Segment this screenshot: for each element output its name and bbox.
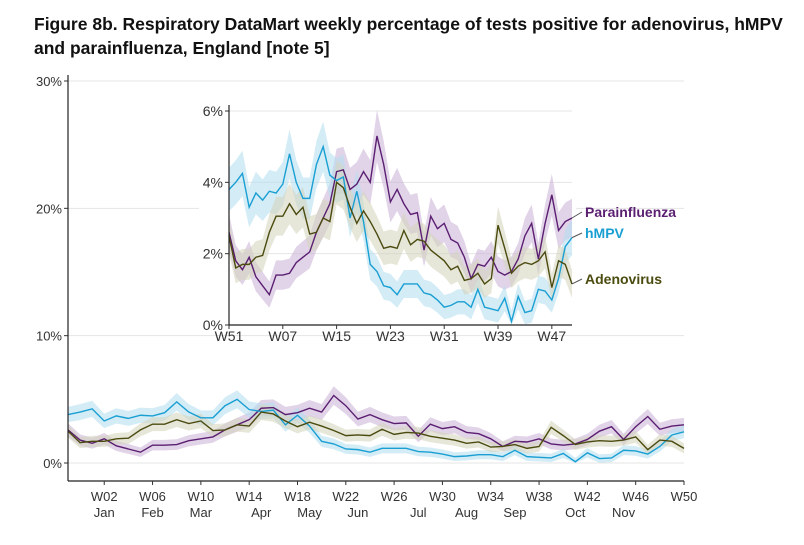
main-line-parainfluenza: [67, 394, 685, 453]
inset-ci-band-adenovirus: [229, 160, 572, 302]
main-y-tick-label: 20%: [36, 201, 62, 216]
month-label: Nov: [612, 505, 636, 520]
legend-leader-adenovirus: [571, 278, 583, 285]
main-x-tick-label: W14: [236, 489, 263, 504]
main-x-tick-label: W10: [187, 489, 214, 504]
month-label: May: [297, 505, 322, 520]
month-label: Oct: [565, 505, 586, 520]
inset-ci-band-parainfluenza: [229, 110, 572, 308]
main-x-tick-label: W42: [574, 489, 601, 504]
main-x-tick-label: W26: [381, 489, 408, 504]
main-ci-band-parainfluenza: [68, 386, 684, 457]
legend-leader-parainfluenza: [571, 211, 583, 219]
main-y-tick-label: 10%: [36, 329, 62, 344]
month-label: Mar: [190, 505, 213, 520]
main-y-tick-label: 30%: [36, 74, 62, 89]
inset-x-tick-label: W31: [430, 328, 459, 344]
inset-line-adenovirus: [228, 181, 573, 288]
inset-x-tick-label: W23: [376, 328, 405, 344]
legend-label-hmpv: hMPV: [585, 225, 625, 241]
inset-y-tick-label: 4%: [203, 174, 223, 190]
main-x-tick-label: W18: [284, 489, 311, 504]
inset-x-tick-label: W15: [322, 328, 351, 344]
main-x-tick-label: W06: [139, 489, 166, 504]
main-x-tick-label: W02: [91, 489, 118, 504]
main-x-tick-label: W38: [526, 489, 553, 504]
main-x-tick-label: W22: [332, 489, 359, 504]
inset-x-tick-label: W07: [268, 328, 297, 344]
month-label: Jul: [410, 505, 427, 520]
main-line-adenovirus: [67, 411, 685, 451]
inset-y-tick-label: 6%: [203, 103, 223, 119]
main-x-tick-label: W46: [622, 489, 649, 504]
legend-label-parainfluenza: Parainfluenza: [585, 204, 676, 220]
main-line-hmpv: [67, 398, 685, 463]
month-label: Feb: [141, 505, 163, 520]
chart-title: Figure 8b. Respiratory DataMart weekly p…: [34, 14, 783, 58]
inset-plot: 0% 2% 4% 6% W51 W07 W15 W23 W31 W39 W47 Parainfluen…: [199, 103, 676, 344]
month-label: Sep: [503, 505, 526, 520]
inset-line-parainfluenza: [228, 135, 573, 297]
legend-leader-hmpv: [571, 232, 583, 239]
inset-x-tick-label: W47: [537, 328, 566, 344]
inset-x-tick-label: W39: [484, 328, 513, 344]
month-label: Aug: [455, 505, 478, 520]
main-x-tick-label: W30: [429, 489, 456, 504]
month-label: Jan: [94, 505, 115, 520]
inset-line-hmpv: [228, 144, 573, 325]
legend-label-adenovirus: Adenovirus: [585, 271, 662, 287]
main-x-tick-label: W50: [671, 489, 698, 504]
main-ci-band-adenovirus: [68, 404, 684, 455]
main-y-tick-label: 0%: [43, 456, 62, 471]
inset-x-tick-label: W51: [215, 328, 244, 344]
month-label: Apr: [251, 505, 272, 520]
inset-y-tick-label: 2%: [203, 246, 223, 262]
month-label: Jun: [347, 505, 368, 520]
main-x-tick-label: W34: [477, 489, 504, 504]
inset-y-tick-label: 0%: [203, 317, 223, 333]
